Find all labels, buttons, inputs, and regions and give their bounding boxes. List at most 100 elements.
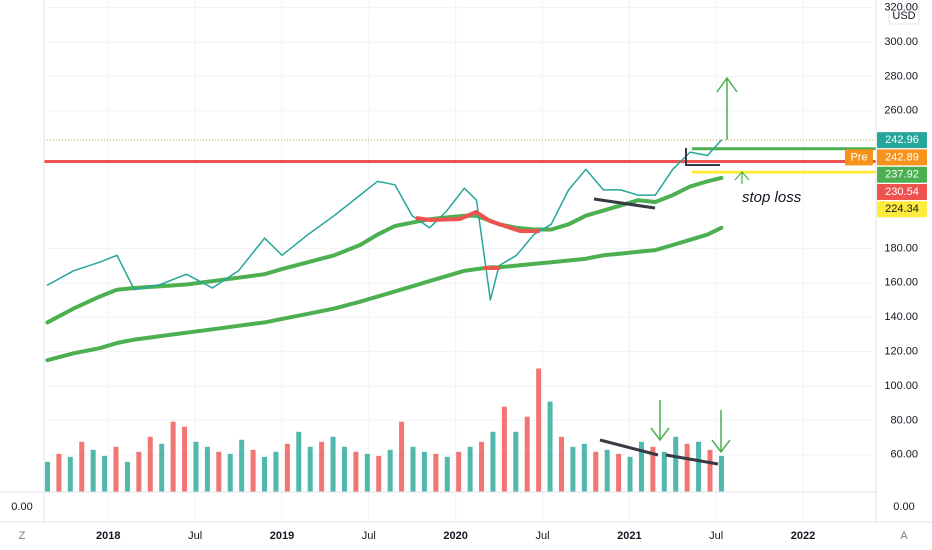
volume-bar (421, 451, 427, 492)
volume-bar (547, 401, 553, 492)
volume-bar (364, 453, 370, 492)
volume-bar (399, 421, 405, 492)
volume-bar (638, 441, 644, 492)
volume-bar (273, 451, 279, 492)
level-label-box (877, 149, 927, 166)
tag-box (845, 149, 873, 166)
box (685, 148, 720, 166)
level-label-box (877, 201, 927, 218)
highlight (415, 209, 540, 233)
x-tick-label: 2020 (443, 530, 467, 542)
volume-bar (513, 431, 519, 492)
x-tick-label: Jul (188, 530, 202, 542)
volume-bar (330, 436, 336, 492)
price-axis (876, 0, 932, 550)
volume-bar (284, 443, 290, 492)
level-label: 242.96 (885, 134, 919, 146)
volume-bar (673, 436, 679, 492)
y-tick-label: 100.00 (884, 380, 918, 392)
lower-tick-label: 0.00 (893, 501, 914, 513)
arrow-down (650, 400, 670, 442)
volume-bar (170, 421, 176, 492)
lower-tick-label: 0.00 (11, 501, 32, 513)
y-tick-label: 140.00 (884, 311, 918, 323)
volume-bar (558, 436, 564, 492)
volume-bar (376, 455, 382, 492)
volume-bar (296, 431, 302, 492)
volume-bar (90, 449, 96, 492)
volume-bar (44, 461, 50, 492)
volume-bar (593, 451, 599, 492)
volume-bar (102, 455, 108, 492)
volume-bar (159, 443, 165, 492)
volume-bar (204, 446, 210, 492)
currency-box (888, 5, 920, 25)
corner[interactable]: Z (19, 530, 26, 542)
x-tick-label: Jul (535, 530, 549, 542)
volume-bar (627, 456, 633, 492)
level-label: 230.54 (885, 186, 919, 198)
volume-bar (250, 449, 256, 492)
volume-bar (216, 451, 222, 492)
volume-bar (718, 455, 724, 492)
series-line (45, 225, 724, 363)
drawings: stop loss (415, 76, 802, 466)
arrow-up (734, 171, 750, 184)
x-tick-label: 2021 (617, 530, 641, 542)
volume-bar (262, 456, 268, 492)
volume-bar (227, 453, 233, 492)
y-tick-label: 280.00 (884, 70, 918, 82)
volume-bar (650, 446, 656, 492)
volume-bar (113, 446, 119, 492)
volume-bar (536, 368, 542, 492)
x-tick-label: 2018 (96, 530, 120, 542)
annotation: stop loss (742, 189, 802, 206)
volume-bar (136, 451, 142, 492)
y-tick-label: 160.00 (884, 277, 918, 289)
volume-bar (501, 406, 507, 492)
x-tick-label: 2022 (791, 530, 815, 542)
volume-bar (67, 456, 73, 492)
volume-bar (684, 443, 690, 492)
volume-bar (124, 461, 130, 492)
trendline (593, 197, 656, 210)
level-label-box (877, 132, 927, 149)
volume-bar (479, 441, 485, 492)
volume-bar (570, 446, 576, 492)
volume-bar (182, 426, 188, 492)
x-tick-label: 2019 (270, 530, 294, 542)
volume (44, 368, 724, 492)
volume-bar (319, 441, 325, 492)
level-label: 224.34 (885, 203, 919, 215)
volume-bar (341, 446, 347, 492)
volume-bar (467, 446, 473, 492)
y-tick-label: 300.00 (884, 36, 918, 48)
volume-bar (307, 446, 313, 492)
volume-bar (433, 453, 439, 492)
currency: USD (892, 10, 915, 22)
volume-bar (616, 453, 622, 492)
trendline (665, 453, 719, 466)
volume-bar (79, 441, 85, 492)
volume-bar (444, 456, 450, 492)
volume-bar (56, 453, 62, 492)
volume-bar (410, 446, 416, 492)
arrow-down (711, 410, 731, 454)
level-label: 237.92 (885, 169, 919, 181)
arrow-up (716, 76, 738, 140)
axis: 320.00 300.00 280.00 260.00 180.00 160.00 140.… (96, 1, 927, 542)
volume-bar (193, 441, 199, 492)
volume-bar (604, 449, 610, 492)
volume-bar (661, 451, 667, 492)
y-tick-label: 60.00 (890, 449, 918, 461)
tag-label: Pre (850, 151, 867, 163)
volume-bar (353, 451, 359, 492)
volume-bar (239, 439, 245, 492)
x-tick-label: Jul (362, 530, 376, 542)
y-tick-label: 180.00 (884, 242, 918, 254)
y-tick-label: 320.00 (884, 1, 918, 13)
corner[interactable]: A (900, 530, 908, 542)
volume-bar (490, 431, 496, 492)
level-label: 242.89 (885, 151, 919, 163)
